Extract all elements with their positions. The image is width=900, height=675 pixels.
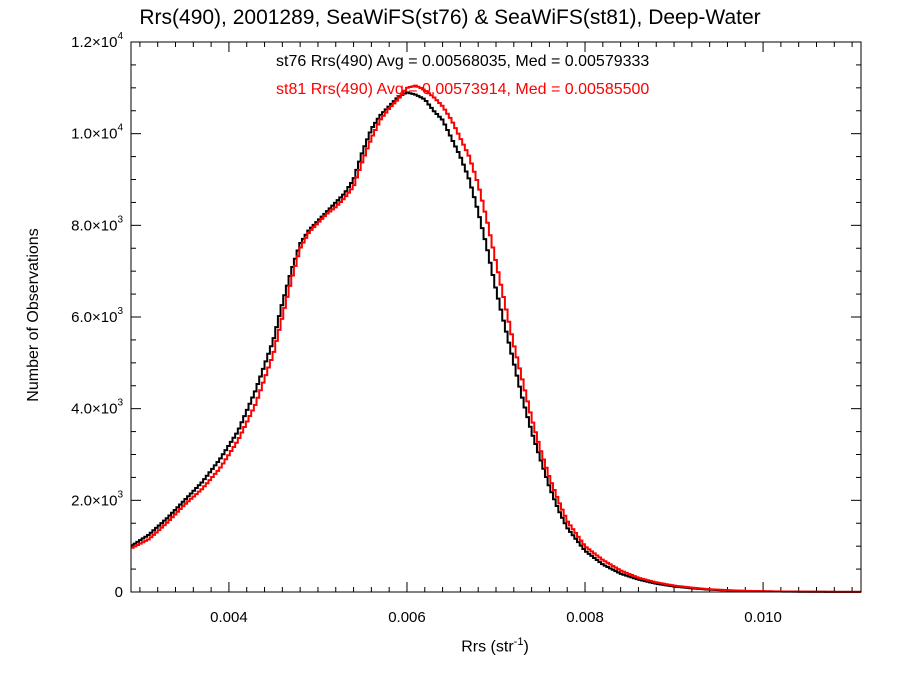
y-axis-label: Number of Observations [25, 228, 42, 402]
x-tick-label: 0.004 [210, 609, 248, 626]
y-tick-label-mantissa: 1.0×10 [71, 126, 117, 143]
x-tick-label: 0.008 [566, 609, 604, 626]
y-tick-label-exponent: 4 [117, 31, 123, 42]
series-lines [131, 84, 862, 593]
y-tick-label-exponent: 3 [117, 306, 123, 317]
y-tick-label-mantissa: 4.0×10 [71, 401, 117, 418]
y-tick-label: 6.0×103 [71, 306, 123, 326]
x-tick-label: 0.006 [388, 609, 426, 626]
y-tick-label-exponent: 4 [117, 123, 123, 134]
y-tick-label-mantissa: 0 [115, 584, 123, 601]
y-tick-label: 1.0×104 [71, 123, 123, 143]
y-tick-label-exponent: 3 [117, 398, 123, 409]
y-tick-label-mantissa: 1.2×10 [71, 34, 117, 51]
y-tick-label-mantissa: 8.0×10 [71, 217, 117, 234]
y-tick-label: 8.0×103 [71, 214, 123, 234]
plot-frame [130, 41, 862, 593]
x-axis-label: Rrs (str-1) [0, 636, 900, 656]
y-tick-label-exponent: 3 [117, 489, 123, 500]
x-axis-label-main: Rrs (str [461, 638, 514, 656]
x-tick-label: 0.010 [744, 609, 782, 626]
series-line-st81 [131, 84, 862, 593]
series-line-st76 [131, 91, 861, 593]
axis-ticks: 0.004 0.006 0.008 0.01002.0×1034.0×1036.0×1… [71, 31, 861, 626]
y-tick-label: 0 [115, 584, 123, 601]
x-axis-label-superscript: -1 [513, 636, 524, 648]
y-tick-label: 4.0×103 [71, 398, 123, 418]
st76-stats-annotation: st76 Rrs(490) Avg = 0.00568035, Med = 0.… [276, 53, 650, 70]
y-tick-label-mantissa: 6.0×10 [71, 309, 117, 326]
st81-stats-annotation: st81 Rrs(490) Avg = 0.00573914, Med = 0.… [276, 81, 650, 98]
y-tick-label: 1.2×104 [71, 31, 123, 51]
y-tick-label-mantissa: 2.0×10 [71, 492, 117, 509]
x-axis-label-close: ) [523, 638, 529, 656]
y-tick-label: 2.0×103 [71, 489, 123, 509]
chart-title: Rrs(490), 2001289, SeaWiFS(st76) & SeaWi… [139, 6, 761, 29]
y-tick-label-exponent: 3 [117, 214, 123, 225]
